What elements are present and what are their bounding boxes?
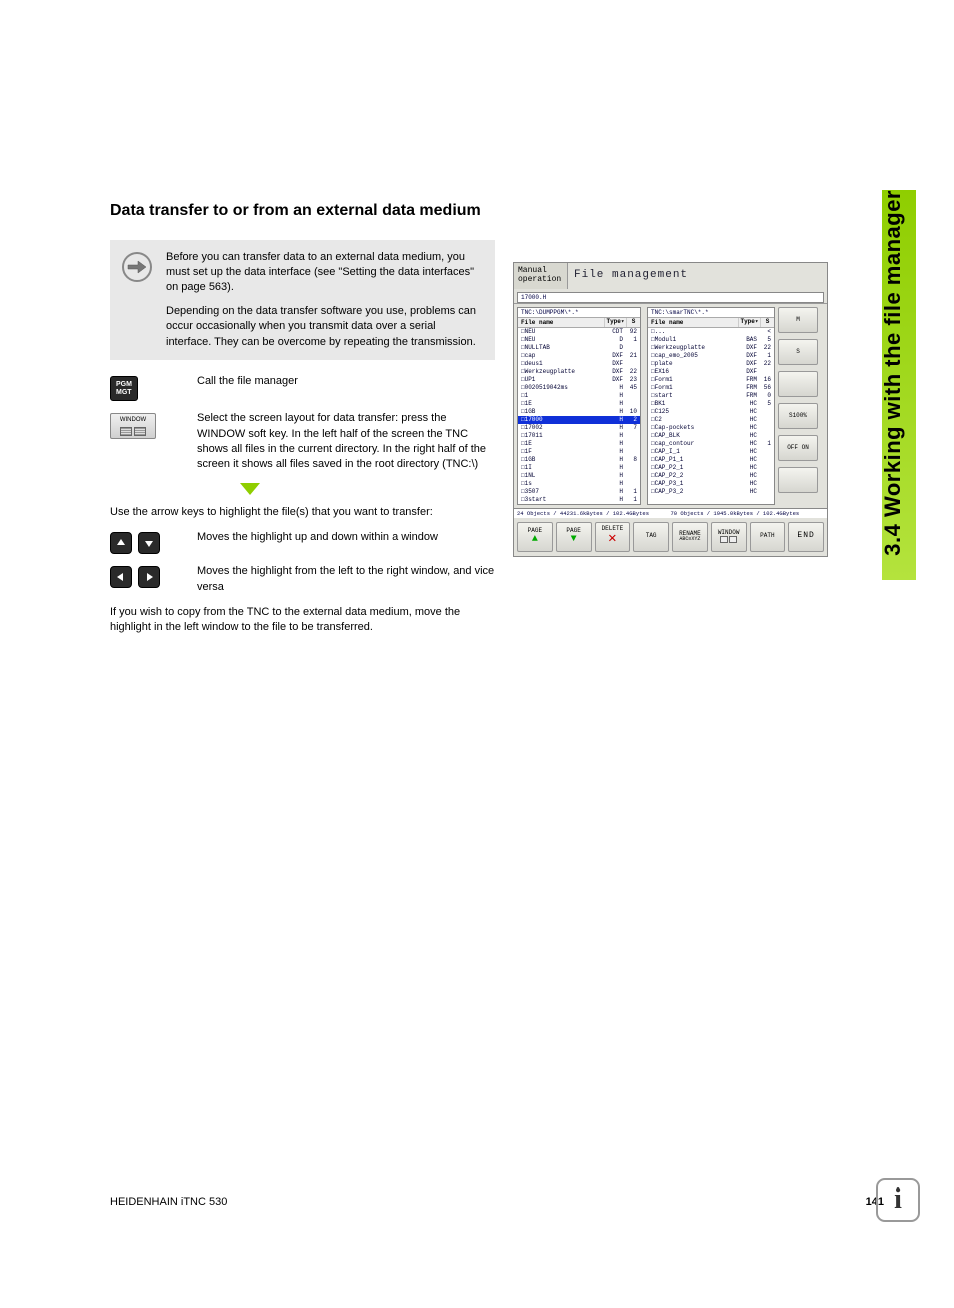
page-heading: Data transfer to or from an external dat… [110, 200, 490, 222]
file-row[interactable]: □CAP_P2_2HC [648, 472, 774, 480]
file-row[interactable]: □3startH1 [518, 496, 640, 504]
side-button[interactable] [778, 371, 818, 397]
softkey[interactable]: END [788, 522, 824, 552]
file-row[interactable]: □1GBH10 [518, 408, 640, 416]
file-row[interactable]: □cap_contourHC1 [648, 440, 774, 448]
side-button[interactable]: M [778, 307, 818, 333]
file-row[interactable]: □plateDXF22 [648, 360, 774, 368]
file-row[interactable]: □...< [648, 328, 774, 336]
file-row[interactable]: □WerkzeugplatteDXF22 [518, 368, 640, 376]
file-row[interactable]: □CAP_P3_1HC [648, 480, 774, 488]
arrow-down-key [138, 532, 160, 554]
ss-right-pane: TNC:\smarTNC\*.* File nameType▾S □...<□M… [647, 307, 775, 505]
info-icon: i• [876, 1178, 920, 1222]
horz-arrow-text: Moves the highlight from the left to the… [185, 564, 495, 595]
file-row[interactable]: □NEUCDT92 [518, 328, 640, 336]
softkey[interactable]: WINDOW [711, 522, 747, 552]
softkey[interactable]: PAGE▲ [517, 522, 553, 552]
step-2-text: Select the screen layout for data transf… [185, 411, 495, 473]
file-row[interactable]: □NEUD1 [518, 336, 640, 344]
file-row[interactable]: □Cap-pocketsHC [648, 424, 774, 432]
side-button[interactable]: S100% [778, 403, 818, 429]
side-button[interactable] [778, 467, 818, 493]
file-row[interactable]: □0020519042msH45 [518, 384, 640, 392]
file-row[interactable]: □EX16DXF [648, 368, 774, 376]
pgm-mgt-key: PGMMGT [110, 376, 138, 401]
file-row[interactable]: □1EH [518, 440, 640, 448]
file-row[interactable]: □1IH [518, 464, 640, 472]
file-row[interactable]: □UP1DXF23 [518, 376, 640, 384]
file-row[interactable]: □Form1FRM16 [648, 376, 774, 384]
file-row[interactable]: □cap_emo_2005DXF1 [648, 352, 774, 360]
file-row[interactable]: □Modul1BAS5 [648, 336, 774, 344]
file-row[interactable]: □startFRM0 [648, 392, 774, 400]
step-1-text: Call the file manager [185, 374, 495, 401]
continue-arrow-icon [240, 483, 260, 495]
file-row[interactable]: □CAP_I_1HC [648, 448, 774, 456]
file-row[interactable]: □WerkzeugplatteDXF22 [648, 344, 774, 352]
file-row[interactable]: □Form1FRM56 [648, 384, 774, 392]
file-row[interactable]: □deus1DXF [518, 360, 640, 368]
instruction-text: Use the arrow keys to highlight the file… [110, 505, 495, 520]
softkey[interactable]: TAG [633, 522, 669, 552]
ss-title: File management [568, 263, 827, 289]
ss-left-pane: TNC:\DUMPPGM\*.* File nameType▾S □NEUCDT… [517, 307, 641, 505]
file-row[interactable]: □C2HC [648, 416, 774, 424]
softkey[interactable]: PAGE▼ [556, 522, 592, 552]
file-row[interactable]: □NULLTABD [518, 344, 640, 352]
softkey[interactable]: RENAMEABC≡XYZ [672, 522, 708, 552]
vert-arrow-text: Moves the highlight up and down within a… [185, 530, 495, 554]
file-row[interactable]: □CAP_P3_2HC [648, 488, 774, 496]
ss-top-path: 17000.H [517, 292, 824, 303]
arrow-right-key [138, 566, 160, 588]
file-row[interactable]: □17002H7 [518, 424, 640, 432]
note-p1: Before you can transfer data to an exter… [166, 250, 483, 296]
file-manager-screenshot: Manual operation File management 17000.H… [513, 262, 828, 557]
file-row[interactable]: □CAP_P1_1HC [648, 456, 774, 464]
file-row[interactable]: □1EH [518, 400, 640, 408]
softkey[interactable]: PATH [750, 522, 786, 552]
file-row[interactable]: □C125HC [648, 408, 774, 416]
file-row[interactable]: □1NLH [518, 472, 640, 480]
window-softkey: WINDOW [110, 413, 156, 438]
arrow-up-key [110, 532, 132, 554]
file-row[interactable]: □capDXF21 [518, 352, 640, 360]
file-row[interactable]: □1sH [518, 480, 640, 488]
footer-product: HEIDENHAIN iTNC 530 [110, 1196, 227, 1208]
side-button[interactable]: S [778, 339, 818, 365]
arrow-left-key [110, 566, 132, 588]
softkey[interactable]: DELETE✕ [595, 522, 631, 552]
file-row[interactable]: □17011H [518, 432, 640, 440]
file-row[interactable]: □1H [518, 392, 640, 400]
file-row[interactable]: □3507H1 [518, 488, 640, 496]
file-row[interactable]: □1GBH8 [518, 456, 640, 464]
file-row[interactable]: □BK1HC5 [648, 400, 774, 408]
closing-text: If you wish to copy from the TNC to the … [110, 605, 495, 636]
file-row[interactable]: □1FH [518, 448, 640, 456]
note-p2: Depending on the data transfer software … [166, 304, 483, 350]
ss-mode: Manual operation [514, 263, 568, 289]
section-tab: 3.4 Working with the file manager [880, 190, 906, 556]
note-box: Before you can transfer data to an exter… [110, 240, 495, 360]
file-row[interactable]: □CAP_P2_1HC [648, 464, 774, 472]
note-arrow-icon [122, 252, 152, 282]
file-row[interactable]: □CAP_BLKHC [648, 432, 774, 440]
side-button[interactable]: OFF ON [778, 435, 818, 461]
file-row[interactable]: □17000H2 [518, 416, 640, 424]
